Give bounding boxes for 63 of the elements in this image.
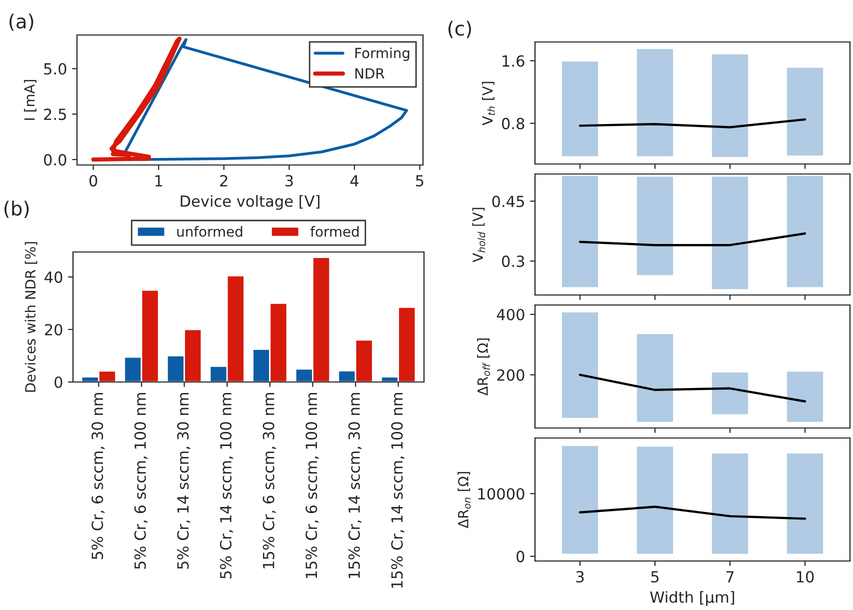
line-series <box>91 36 182 162</box>
y-tick-label: 2.5 <box>44 108 66 120</box>
y-tick-label: 0.8 <box>502 118 524 130</box>
text: (b) <box>4 200 29 218</box>
y-axis-title: V$_{hold}$ [V] <box>472 208 486 262</box>
y-tick-label: 0.0 <box>44 154 66 166</box>
x-tick-label: 5% Cr, 14 sccm, 100 nm <box>220 393 234 579</box>
y-tick-label: 20 <box>44 324 62 336</box>
bar <box>710 452 750 556</box>
bar <box>636 332 674 424</box>
bar <box>560 60 600 158</box>
x-tick-label: 15% Cr, 6 sccm, 100 nm <box>306 393 319 578</box>
x-tick-label: 2 <box>220 174 228 186</box>
x-tick-label: 15% Cr, 14 sccm, 30 nm <box>348 393 362 578</box>
text: (c) <box>448 20 471 38</box>
x-tick-label: 0 <box>89 174 98 187</box>
line-series <box>578 118 806 128</box>
bar <box>560 310 600 420</box>
legend-label: formed <box>310 226 359 237</box>
bar <box>786 370 824 424</box>
y-tick-label: 40 <box>44 271 62 283</box>
y-axis-title: ΔR$_{off}$ [Ω] <box>477 338 490 396</box>
legend-label: unformed <box>177 226 242 237</box>
text: (a) <box>9 14 34 31</box>
line-series <box>578 506 806 520</box>
y-axis-title: ΔR$_{on}$ [Ω] <box>458 472 471 528</box>
line-series <box>123 38 408 161</box>
x-tick-label: 7 <box>726 571 734 582</box>
x-tick-label: 15% Cr, 14 sccm, 100 nm <box>391 393 404 588</box>
x-axis-title: Width [μm] <box>650 591 734 606</box>
y-tick-label: 1.6 <box>502 55 524 67</box>
x-tick-label: 4 <box>350 175 358 186</box>
legend-label: NDR <box>355 68 384 78</box>
y-tick-label: 0 <box>54 376 62 388</box>
x-tick-label: 3 <box>576 570 584 583</box>
y-tick-label: 0.45 <box>492 196 524 208</box>
x-tick-label: 5% Cr, 6 sccm, 100 nm <box>134 393 148 569</box>
x-tick-label: 5% Cr, 14 sccm, 30 nm <box>177 393 190 569</box>
y-tick-label: 10000 <box>478 488 524 500</box>
x-tick-label: 3 <box>285 174 293 187</box>
bar <box>786 66 824 157</box>
y-axis-title: V$_{th}$ [V] <box>482 82 495 126</box>
y-tick-label: 400 <box>496 308 524 320</box>
x-tick-label: 5 <box>416 175 424 187</box>
x-tick-label: 1 <box>155 175 162 186</box>
line-series <box>578 374 806 403</box>
y-tick-label: 0.3 <box>502 256 524 268</box>
bar <box>636 48 674 158</box>
bar <box>710 53 750 158</box>
x-tick-label: 5% Cr, 6 sccm, 30 nm <box>92 393 105 560</box>
x-tick-label: 10 <box>796 570 814 583</box>
y-tick-label: 5.0 <box>44 63 66 75</box>
x-axis-title: Device voltage [V] <box>180 195 320 210</box>
y-axis-title: Devices with NDR [%] <box>24 242 38 392</box>
bar <box>636 445 674 556</box>
bar <box>710 371 750 416</box>
y-axis-title: I [mA] <box>24 80 36 120</box>
bar <box>560 444 600 556</box>
legend-label: Forming <box>355 48 410 61</box>
x-tick-label: 5 <box>651 571 659 583</box>
x-tick-label: 15% Cr, 6 sccm, 30 nm <box>262 393 276 568</box>
y-tick-label: 200 <box>497 369 524 381</box>
bar <box>786 452 824 556</box>
